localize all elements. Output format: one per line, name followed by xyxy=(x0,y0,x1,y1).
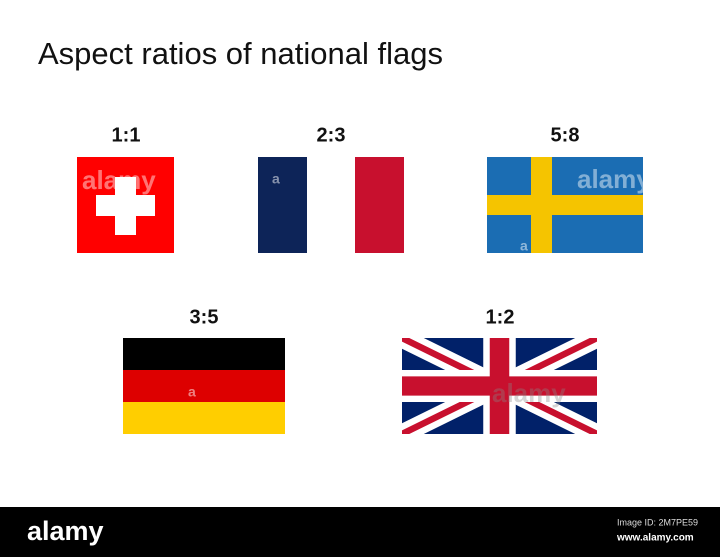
footer-brand: alamy xyxy=(27,516,104,546)
flag-germany: a xyxy=(123,338,285,434)
footer-image-id: Image ID: 2M7PE59 xyxy=(617,517,698,527)
ratio-label: 1:1 xyxy=(112,124,141,146)
ratio-label: 3:5 xyxy=(190,306,219,328)
ratio-label: 2:3 xyxy=(317,124,346,146)
watermark-fragment: a xyxy=(520,238,528,254)
footer-url: www.alamy.com xyxy=(616,533,694,544)
flag-stripe xyxy=(123,338,285,370)
flag-cross xyxy=(96,195,155,216)
flag-united-kingdom: alamy xyxy=(402,338,597,434)
footer-bar xyxy=(0,507,720,557)
watermark: alamy xyxy=(82,165,156,195)
ratio-label: 5:8 xyxy=(551,124,580,146)
flag-stripe xyxy=(123,402,285,434)
flag-stripe xyxy=(123,370,285,402)
flag-saltire xyxy=(402,338,597,434)
ratio-label: 1:2 xyxy=(486,306,515,328)
flag-stripe xyxy=(307,157,355,253)
flag-stripe xyxy=(258,157,307,253)
watermark-fragment: a xyxy=(272,171,280,187)
flag-sweden: alamy a xyxy=(487,157,651,254)
watermark: alamy xyxy=(577,164,651,194)
flag-cross xyxy=(487,195,643,215)
flag-switzerland: alamy xyxy=(77,157,174,253)
watermark-fragment: a xyxy=(188,384,196,400)
flag-stripe xyxy=(355,157,404,253)
flag-union-jack xyxy=(402,338,597,434)
flag-france: a xyxy=(258,157,404,253)
watermark: alamy xyxy=(492,378,566,408)
title: Aspect ratios of national flags xyxy=(38,36,443,71)
flag-cross xyxy=(402,338,597,434)
